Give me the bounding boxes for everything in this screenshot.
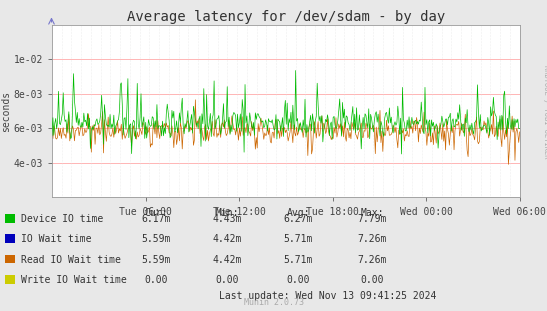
Text: 4.43m: 4.43m (212, 214, 242, 224)
Text: Last update: Wed Nov 13 09:41:25 2024: Last update: Wed Nov 13 09:41:25 2024 (219, 291, 436, 301)
Text: 5.59m: 5.59m (141, 255, 171, 265)
Text: 7.79m: 7.79m (357, 214, 387, 224)
Text: Cur:: Cur: (144, 208, 167, 218)
Text: 6.27m: 6.27m (283, 214, 313, 224)
Text: 4.42m: 4.42m (212, 234, 242, 244)
Text: 0.00: 0.00 (216, 275, 238, 285)
Text: 0.00: 0.00 (287, 275, 310, 285)
Title: Average latency for /dev/sdam - by day: Average latency for /dev/sdam - by day (127, 10, 445, 24)
Text: Munin 2.0.73: Munin 2.0.73 (243, 298, 304, 307)
Text: 5.71m: 5.71m (283, 255, 313, 265)
Text: Read IO Wait time: Read IO Wait time (21, 255, 121, 265)
Text: 7.26m: 7.26m (357, 234, 387, 244)
Text: 7.26m: 7.26m (357, 255, 387, 265)
Text: 6.17m: 6.17m (141, 214, 171, 224)
Text: 0.00: 0.00 (360, 275, 383, 285)
Text: RRDTOOL / TOBI OETIKER: RRDTOOL / TOBI OETIKER (543, 65, 547, 159)
Text: IO Wait time: IO Wait time (21, 234, 91, 244)
Text: 5.59m: 5.59m (141, 234, 171, 244)
Text: 5.71m: 5.71m (283, 234, 313, 244)
Text: Avg:: Avg: (287, 208, 310, 218)
Y-axis label: seconds: seconds (1, 91, 11, 132)
Text: 0.00: 0.00 (144, 275, 167, 285)
Text: Max:: Max: (360, 208, 383, 218)
Text: Device IO time: Device IO time (21, 214, 103, 224)
Text: Min:: Min: (216, 208, 238, 218)
Text: Write IO Wait time: Write IO Wait time (21, 275, 126, 285)
Text: 4.42m: 4.42m (212, 255, 242, 265)
